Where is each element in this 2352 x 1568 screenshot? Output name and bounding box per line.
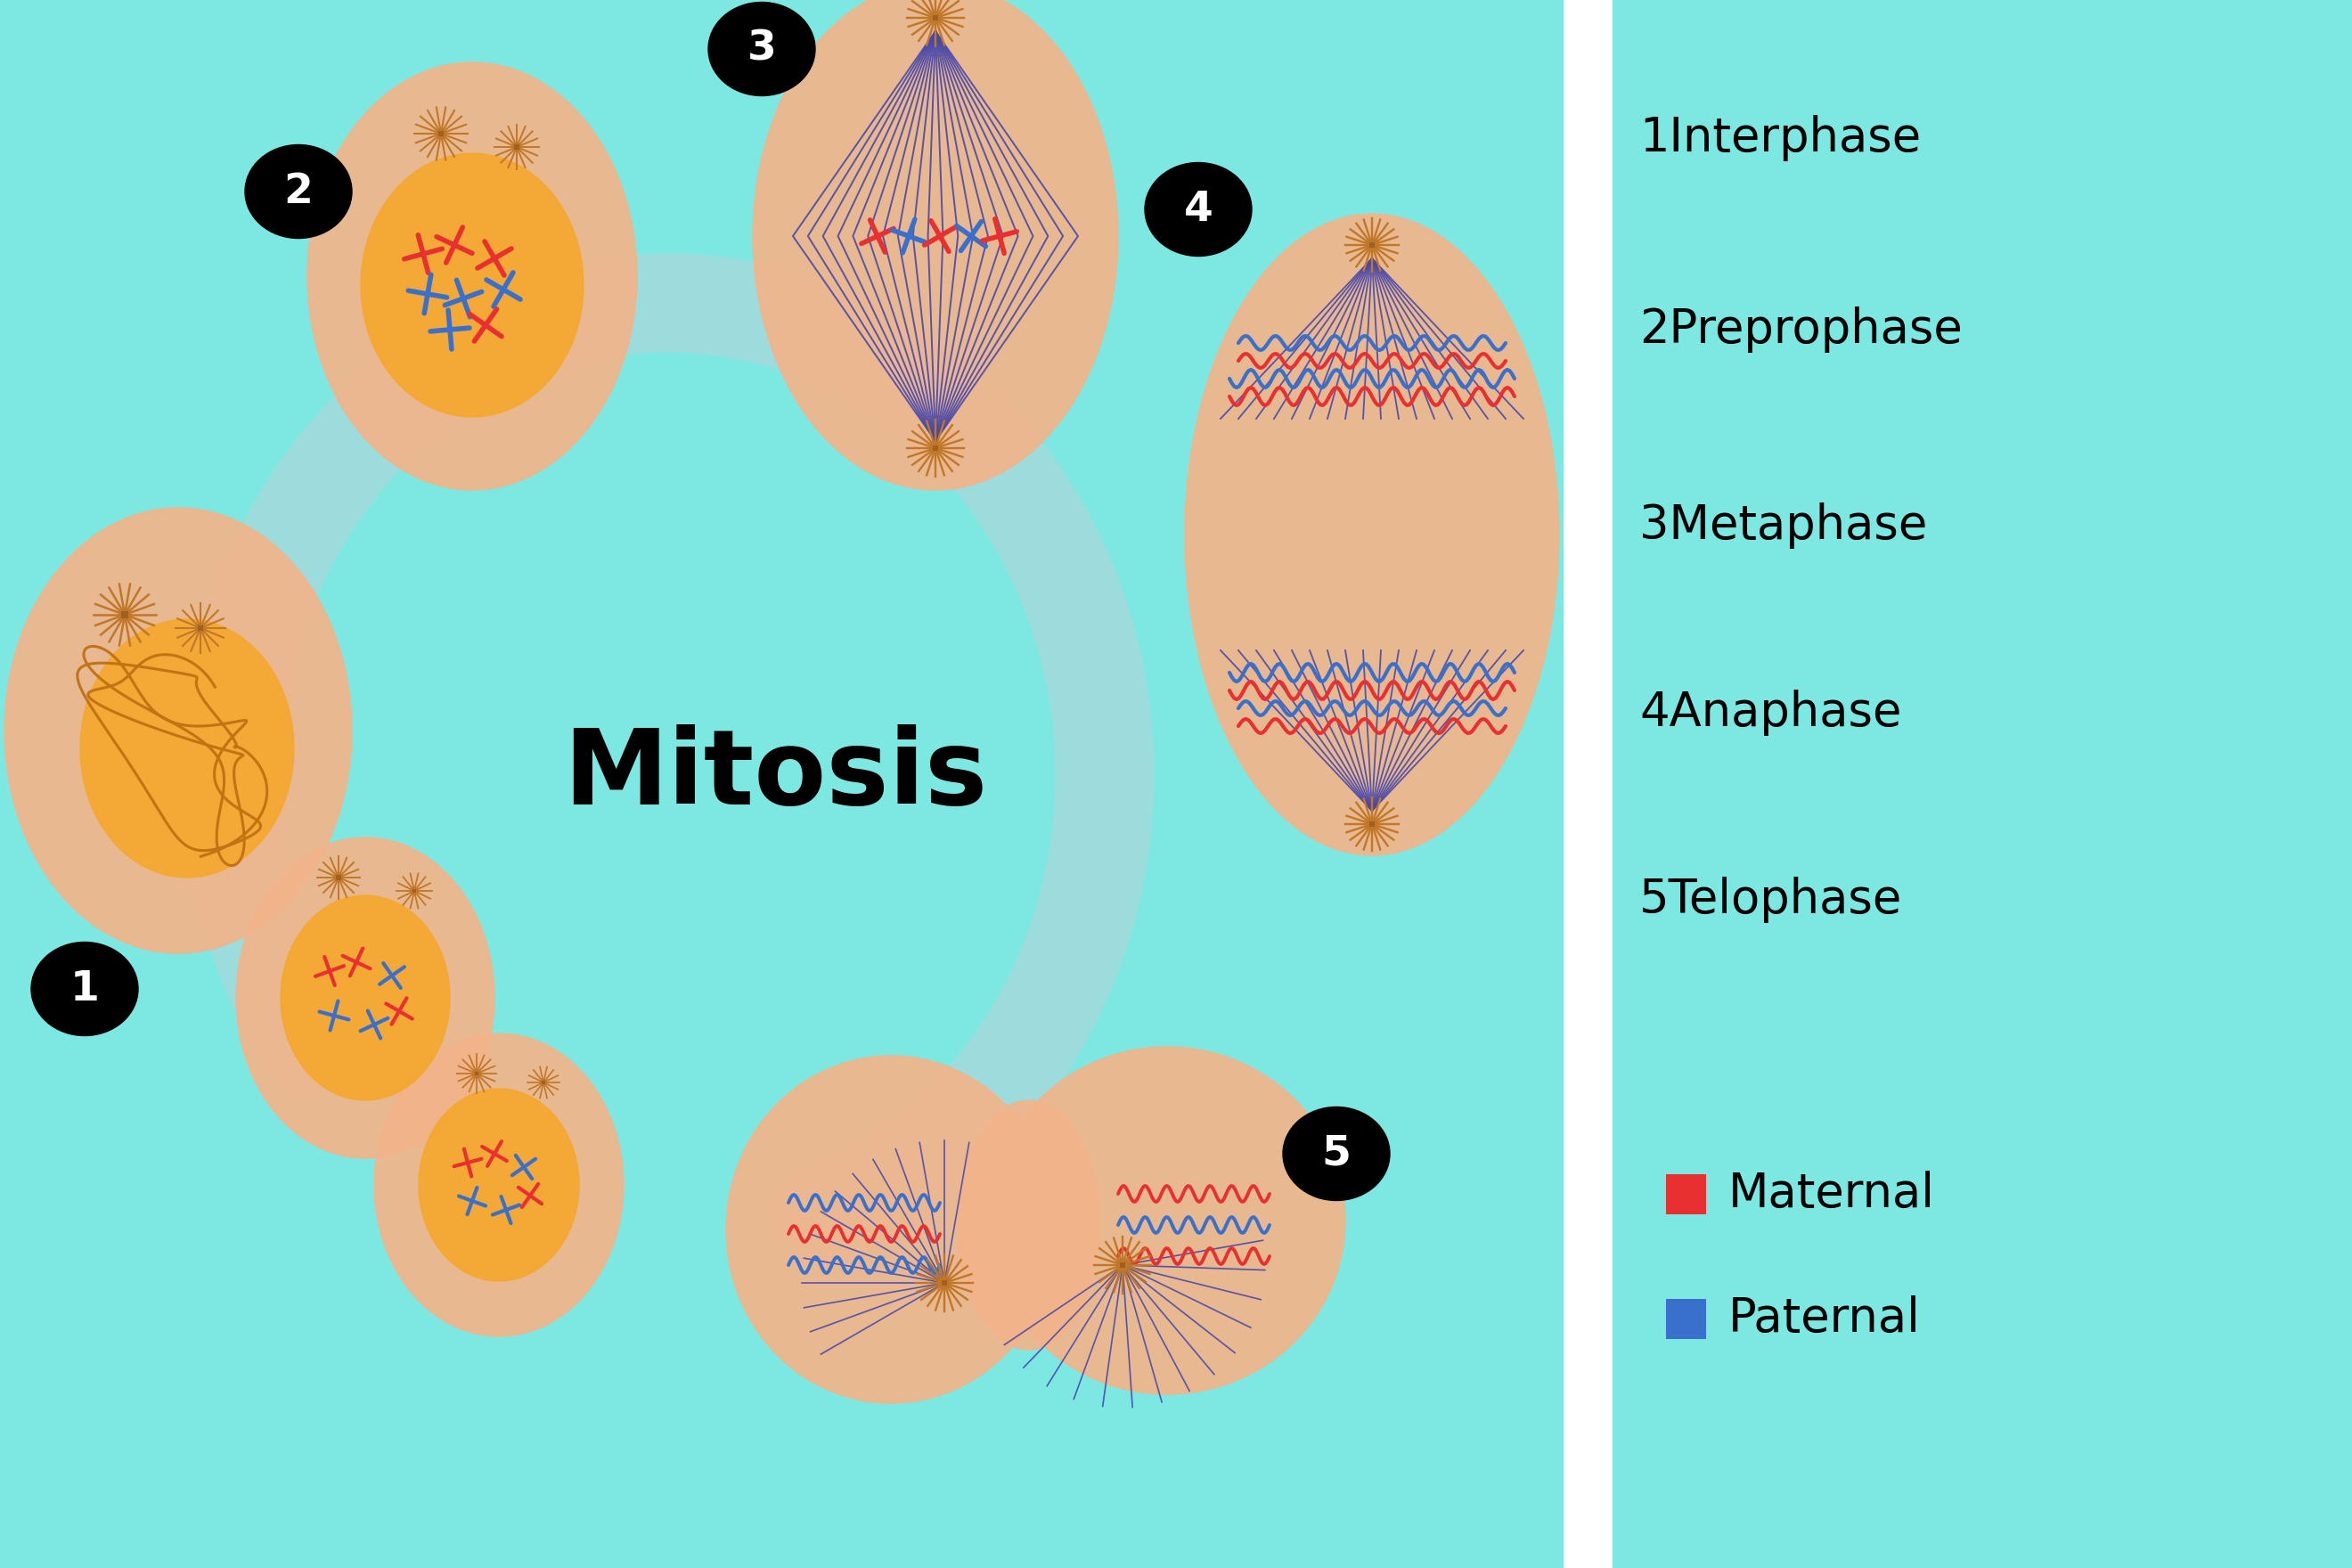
Circle shape (195, 624, 205, 632)
Ellipse shape (308, 63, 637, 489)
Ellipse shape (80, 619, 294, 878)
FancyBboxPatch shape (475, 1071, 480, 1076)
Text: 4: 4 (1183, 190, 1214, 229)
Text: 3Metaphase: 3Metaphase (1639, 502, 1926, 549)
Circle shape (435, 129, 447, 138)
FancyBboxPatch shape (515, 144, 520, 149)
Ellipse shape (374, 1033, 623, 1336)
Text: 5: 5 (1322, 1134, 1350, 1174)
FancyBboxPatch shape (1120, 1262, 1127, 1269)
Circle shape (938, 1278, 950, 1287)
FancyBboxPatch shape (941, 1279, 948, 1286)
Ellipse shape (5, 508, 353, 953)
Text: 1Interphase: 1Interphase (1639, 114, 1922, 162)
Text: 4Anaphase: 4Anaphase (1639, 690, 1900, 735)
Text: 1: 1 (71, 969, 99, 1008)
Ellipse shape (1145, 163, 1251, 256)
Ellipse shape (235, 837, 494, 1159)
Circle shape (931, 444, 941, 453)
Ellipse shape (1185, 213, 1559, 855)
Ellipse shape (1282, 1107, 1390, 1201)
Circle shape (541, 1079, 546, 1085)
Circle shape (931, 13, 941, 24)
Circle shape (120, 608, 129, 621)
FancyBboxPatch shape (122, 612, 127, 618)
FancyBboxPatch shape (1369, 822, 1376, 826)
Circle shape (473, 1069, 480, 1077)
FancyBboxPatch shape (336, 875, 341, 880)
Ellipse shape (419, 1088, 579, 1281)
FancyBboxPatch shape (541, 1080, 546, 1083)
Ellipse shape (280, 895, 449, 1101)
Text: 2Preprophase: 2Preprophase (1639, 306, 1962, 353)
Circle shape (1367, 818, 1376, 829)
FancyBboxPatch shape (1665, 1298, 1705, 1339)
FancyBboxPatch shape (931, 445, 938, 452)
FancyBboxPatch shape (198, 626, 202, 630)
Ellipse shape (708, 2, 816, 96)
Ellipse shape (31, 942, 139, 1036)
Ellipse shape (988, 1047, 1345, 1394)
Text: Maternal: Maternal (1729, 1171, 1936, 1217)
Circle shape (513, 143, 520, 151)
Circle shape (334, 873, 343, 881)
Text: 5Telophase: 5Telophase (1639, 877, 1903, 924)
FancyBboxPatch shape (412, 889, 416, 892)
Text: 3: 3 (748, 28, 776, 69)
Circle shape (1367, 240, 1376, 249)
FancyBboxPatch shape (931, 14, 938, 20)
Ellipse shape (360, 154, 583, 417)
Ellipse shape (753, 0, 1117, 489)
FancyBboxPatch shape (437, 130, 445, 136)
FancyBboxPatch shape (1564, 0, 1613, 1568)
Text: Paternal: Paternal (1729, 1295, 1922, 1342)
Text: 2: 2 (285, 171, 313, 212)
Ellipse shape (727, 1055, 1056, 1403)
Ellipse shape (245, 144, 353, 238)
Ellipse shape (957, 1101, 1101, 1350)
FancyBboxPatch shape (1369, 241, 1376, 248)
Circle shape (1117, 1261, 1127, 1270)
Circle shape (412, 887, 419, 894)
Text: Mitosis: Mitosis (562, 724, 988, 826)
FancyBboxPatch shape (1665, 1174, 1705, 1214)
